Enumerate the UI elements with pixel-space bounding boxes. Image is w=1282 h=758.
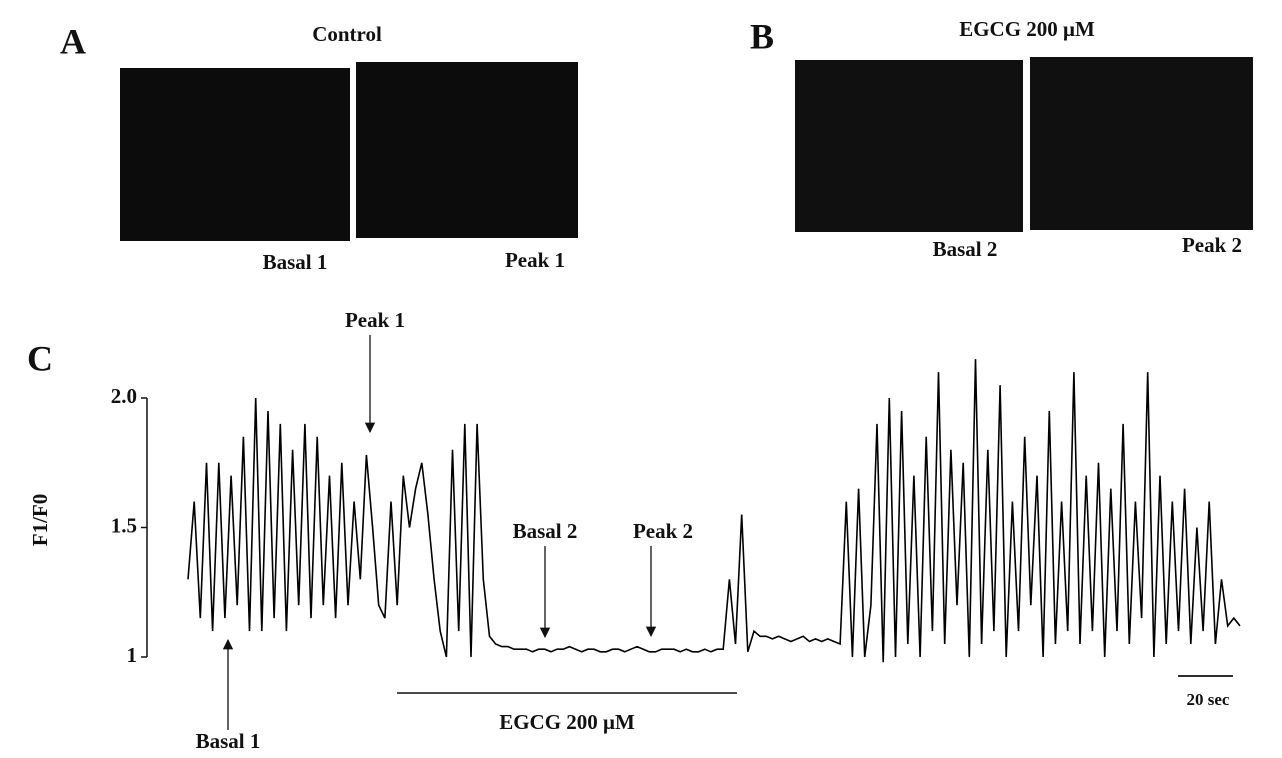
treatment-label: EGCG 200 μM (499, 710, 635, 734)
panel-title: EGCG 200 μM (959, 17, 1095, 41)
panel-title: Control (312, 22, 382, 46)
annotation: Basal 2 (513, 519, 578, 543)
trace (187, 359, 1241, 663)
image-caption: Basal 1 (263, 250, 328, 274)
annotation: Basal 1 (196, 729, 261, 753)
image-caption: Basal 2 (933, 237, 998, 261)
micrograph (795, 60, 1023, 232)
panel-letter: B (750, 16, 774, 56)
micrograph (356, 62, 578, 238)
image-caption: Peak 1 (505, 248, 565, 272)
micrograph (120, 68, 350, 241)
y-axis-label: F1/F0 (28, 494, 52, 547)
scale-bar-label: 20 sec (1187, 690, 1230, 709)
annotation: Peak 2 (633, 519, 693, 543)
y-tick-label: 2.0 (111, 384, 137, 408)
annotation: Peak 1 (345, 308, 405, 332)
image-caption: Peak 2 (1182, 233, 1242, 257)
y-tick-label: 1.5 (111, 513, 137, 537)
panel-letter: C (27, 338, 53, 378)
panel-letter: A (60, 21, 86, 61)
micrograph (1030, 57, 1253, 230)
y-tick-label: 1 (127, 643, 138, 667)
